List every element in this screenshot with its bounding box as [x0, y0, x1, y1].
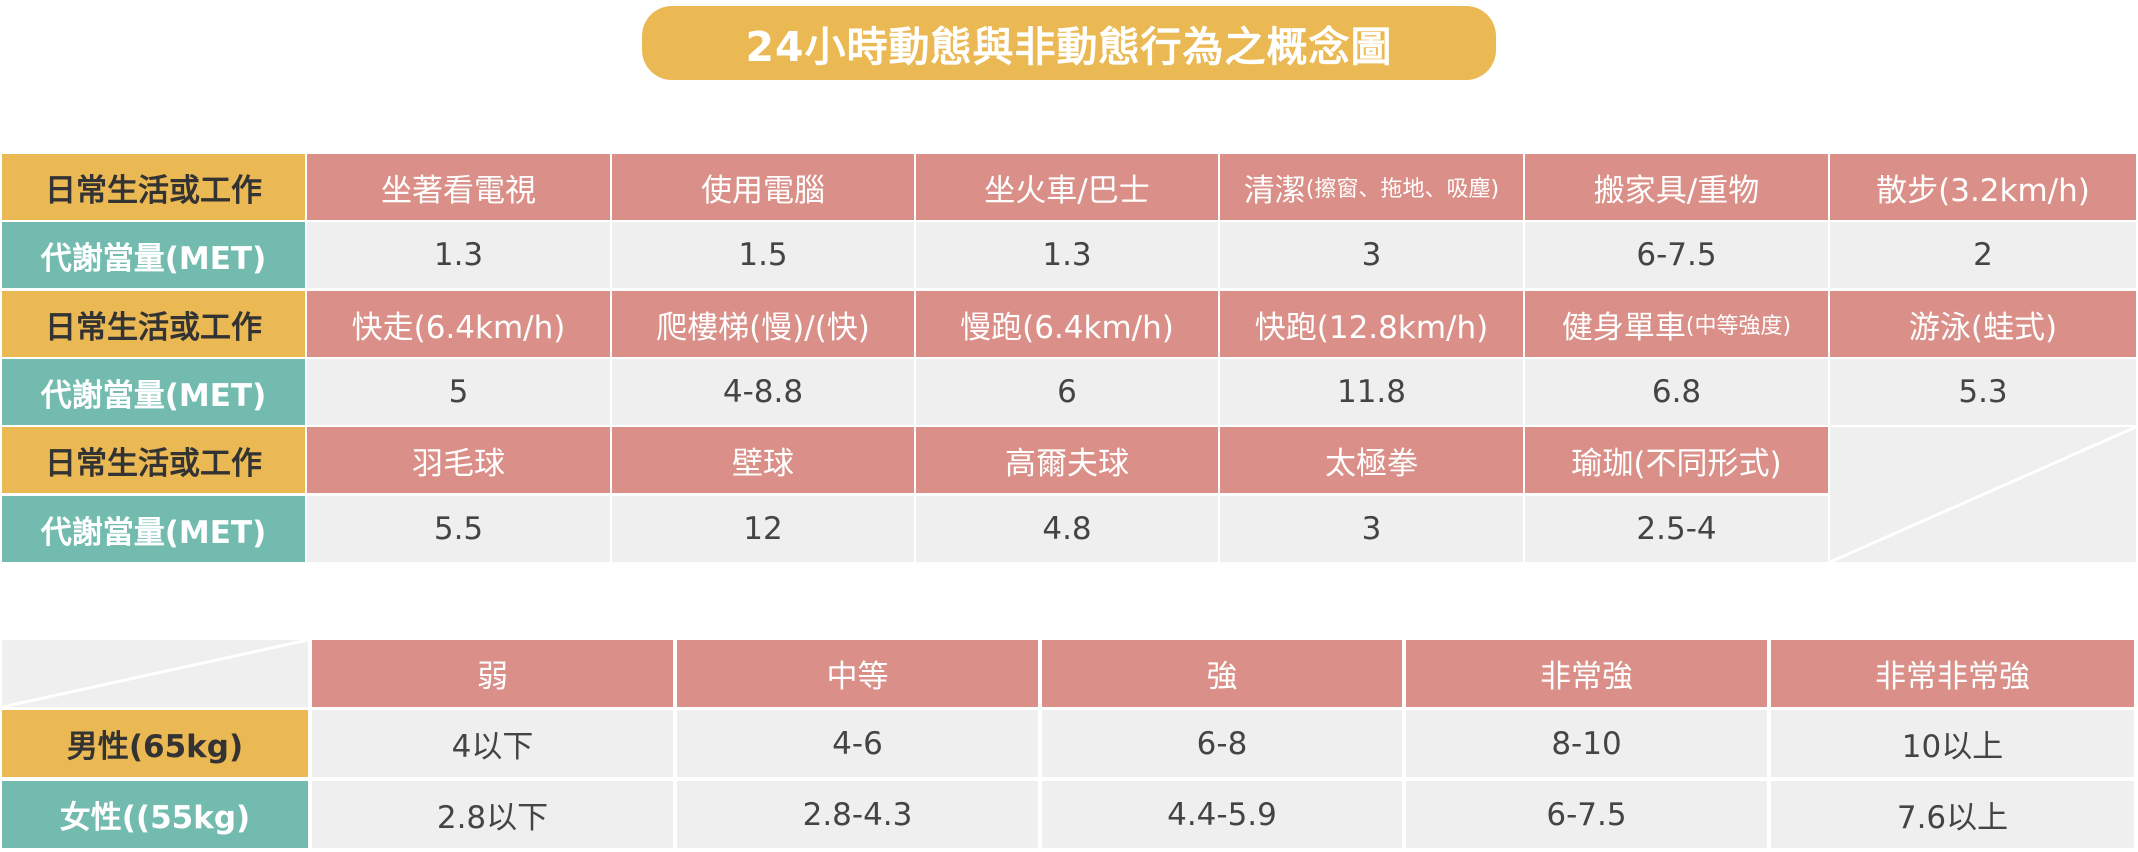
- activity-name: 高爾夫球: [1005, 445, 1129, 482]
- met-value-cell: 1.3: [307, 222, 610, 288]
- activity-cell: 快跑(12.8km/h): [1220, 291, 1523, 357]
- activity-cell: 健身單車 (中等強度): [1525, 291, 1828, 357]
- met-value-cell: 3: [1220, 496, 1523, 562]
- intensity-column-header: 弱: [312, 640, 673, 707]
- intensity-value-cell: 4-6: [677, 710, 1038, 777]
- activity-name: 游泳(蛙式): [1908, 309, 2058, 346]
- activity-cell: 使用電腦: [612, 154, 914, 220]
- intensity-column-header: 中等: [677, 640, 1038, 707]
- activity-name: 健身單車: [1561, 309, 1686, 346]
- activity-note: (擦窗、拖地、吸塵): [1305, 177, 1500, 202]
- activity-name: 坐火車/巴士: [984, 172, 1150, 209]
- activity-name: 快走(6.4km/h): [351, 309, 566, 346]
- activity-cell: 快走(6.4km/h): [307, 291, 610, 357]
- activity-cell: 散步(3.2km/h): [1830, 154, 2136, 220]
- activity-cell: 游泳(蛙式): [1830, 291, 2136, 357]
- activity-cell: 坐火車/巴士: [916, 154, 1218, 220]
- intensity-value-cell: 4以下: [312, 710, 673, 777]
- met-row-header: 代謝當量(MET): [2, 222, 305, 288]
- activity-name: 爬樓梯(慢)/(快): [656, 309, 870, 346]
- met-value-cell: 11.8: [1220, 359, 1523, 425]
- activity-cell: 慢跑(6.4km/h): [916, 291, 1218, 357]
- met-row-header: 代謝當量(MET): [2, 496, 305, 562]
- intensity-column-header: 非常強: [1406, 640, 1767, 707]
- intensity-value-cell: 2.8-4.3: [677, 781, 1038, 848]
- met-value-cell: 1.3: [916, 222, 1218, 288]
- met-value-cell: 5.3: [1830, 359, 2136, 425]
- met-value-cell: 1.5: [612, 222, 914, 288]
- met-value-cell: 5.5: [307, 496, 610, 562]
- intensity-value-cell: 7.6以上: [1771, 781, 2134, 848]
- activity-cell: 高爾夫球: [916, 427, 1218, 493]
- gender-row-header: 女性((55kg): [2, 781, 308, 848]
- activity-cell: 羽毛球: [307, 427, 610, 493]
- activity-name: 羽毛球: [412, 445, 505, 482]
- intensity-value-cell: 6-7.5: [1406, 781, 1767, 848]
- activity-cell: 坐著看電視: [307, 154, 610, 220]
- met-value-cell: 4.8: [916, 496, 1218, 562]
- met-value-cell: 3: [1220, 222, 1523, 288]
- empty-diagonal-cell: [1830, 427, 2136, 562]
- intensity-value-cell: 2.8以下: [312, 781, 673, 848]
- met-value-cell: 6-7.5: [1525, 222, 1828, 288]
- activity-row-header: 日常生活或工作: [2, 291, 305, 357]
- activity-name: 清潔: [1243, 172, 1306, 209]
- page-title: 24小時動態與非動態行為之概念圖: [642, 6, 1496, 80]
- met-value-cell: 5: [307, 359, 610, 425]
- met-row-header: 代謝當量(MET): [2, 359, 305, 425]
- met-value-cell: 4-8.8: [612, 359, 914, 425]
- met-value-cell: 6.8: [1525, 359, 1828, 425]
- empty-diagonal-header: [2, 640, 308, 707]
- intensity-column-header: 強: [1042, 640, 1402, 707]
- intensity-value-cell: 6-8: [1042, 710, 1402, 777]
- activity-name: 坐著看電視: [381, 172, 536, 209]
- activity-cell: 搬家具/重物: [1525, 154, 1828, 220]
- activity-cell: 壁球: [612, 427, 914, 493]
- activity-name: 太極拳: [1325, 445, 1418, 482]
- activity-name: 使用電腦: [701, 172, 825, 209]
- diagonal-line: [2, 640, 308, 707]
- met-value-cell: 12: [612, 496, 914, 562]
- activity-name: 瑜珈(不同形式): [1571, 445, 1782, 482]
- met-value-cell: 6: [916, 359, 1218, 425]
- activity-cell: 爬樓梯(慢)/(快): [612, 291, 914, 357]
- activity-name: 壁球: [732, 445, 794, 482]
- activity-name: 慢跑(6.4km/h): [960, 309, 1174, 346]
- activity-cell: 瑜珈(不同形式): [1525, 427, 1828, 493]
- activity-cell: 太極拳: [1220, 427, 1523, 493]
- intensity-value-cell: 8-10: [1406, 710, 1767, 777]
- gender-row-header: 男性(65kg): [2, 710, 308, 777]
- diagonal-line: [1830, 427, 2136, 562]
- activity-name: 散步(3.2km/h): [1876, 172, 2090, 209]
- met-value-cell: 2: [1830, 222, 2136, 288]
- activity-name: 搬家具/重物: [1593, 172, 1760, 209]
- activity-name: 快跑(12.8km/h): [1254, 309, 1489, 346]
- activity-row-header: 日常生活或工作: [2, 154, 305, 220]
- intensity-value-cell: 10以上: [1771, 710, 2134, 777]
- intensity-value-cell: 4.4-5.9: [1042, 781, 1402, 848]
- met-value-cell: 2.5-4: [1525, 496, 1828, 562]
- activity-note: (中等強度): [1685, 314, 1792, 339]
- intensity-column-header: 非常非常強: [1771, 640, 2134, 707]
- activity-row-header: 日常生活或工作: [2, 427, 305, 493]
- activity-cell: 清潔 (擦窗、拖地、吸塵): [1220, 154, 1523, 220]
